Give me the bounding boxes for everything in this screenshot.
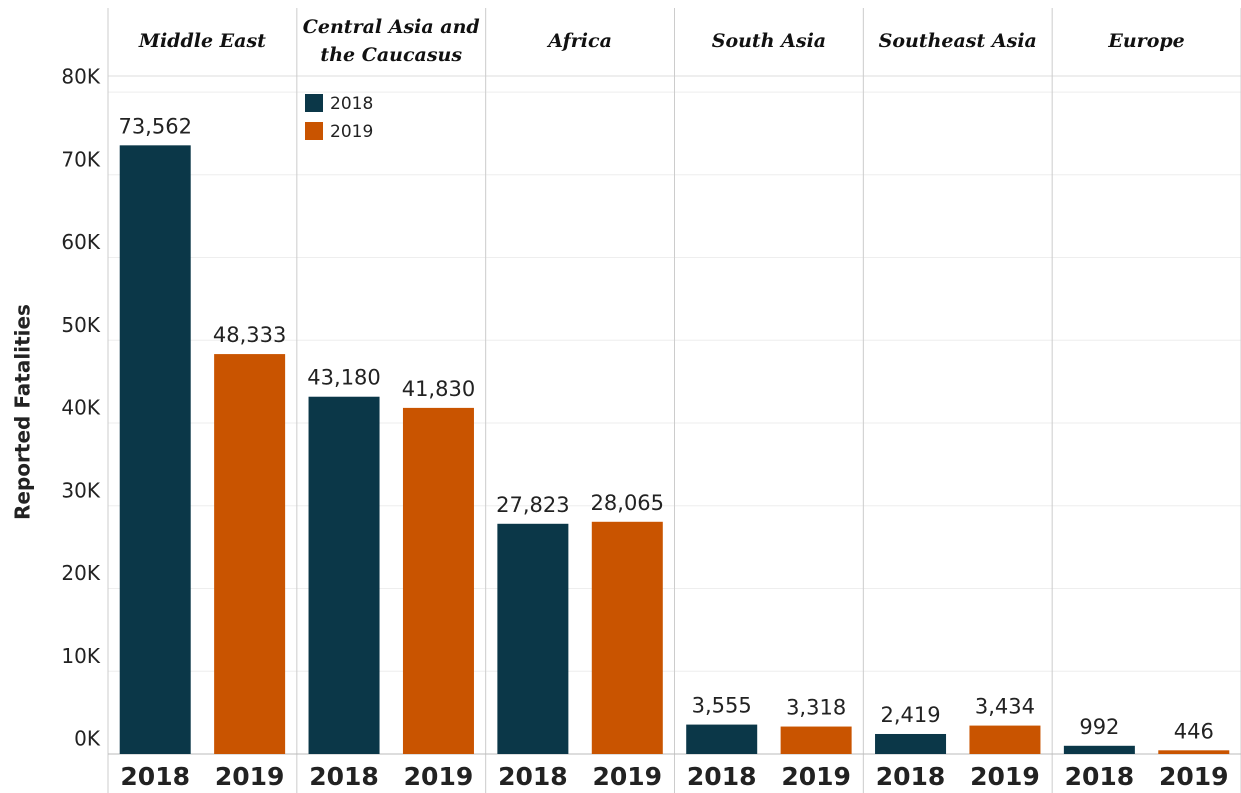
data-label: 27,823: [496, 493, 569, 517]
panel-header-text: Middle East: [138, 30, 266, 52]
x-tick-label: 2019: [1159, 762, 1229, 791]
x-tick-label: 2019: [215, 762, 285, 791]
x-tick-label: 2018: [876, 762, 946, 791]
data-label: 3,318: [786, 696, 846, 720]
x-tick-label: 2019: [781, 762, 851, 791]
panel-header-text: Africa: [548, 30, 612, 52]
x-tick-label: 2019: [592, 762, 662, 791]
x-tick-label: 2019: [970, 762, 1040, 791]
y-tick-label: 40K: [61, 396, 100, 420]
data-label: 2,419: [880, 703, 940, 727]
data-label: 28,065: [591, 491, 664, 515]
bar: [969, 725, 1041, 754]
bar: [780, 726, 852, 754]
bar: [1158, 750, 1230, 754]
x-tick-label: 2018: [309, 762, 379, 791]
bar: [119, 145, 191, 755]
y-tick-label: 20K: [61, 561, 100, 585]
legend-label: 2018: [330, 94, 373, 114]
panel-header-text: Southeast Asia: [878, 30, 1037, 52]
bar: [591, 521, 663, 754]
y-tick-label: 60K: [61, 230, 100, 254]
panel-header: Middle East: [138, 30, 266, 52]
bar: [402, 407, 474, 754]
data-label: 73,562: [118, 114, 191, 138]
y-tick-label: 30K: [61, 478, 100, 502]
y-tick-label: 80K: [61, 65, 100, 89]
panel-header-text: South Asia: [711, 30, 827, 52]
data-label: 446: [1174, 719, 1214, 743]
data-label: 992: [1079, 715, 1119, 739]
x-tick-label: 2018: [120, 762, 190, 791]
panel-header: South Asia: [711, 30, 827, 52]
panel-header: Southeast Asia: [878, 30, 1037, 52]
x-tick-label: 2018: [1065, 762, 1135, 791]
bar: [308, 396, 380, 754]
x-tick-label: 2019: [404, 762, 474, 791]
panel-header-text: Central Asia and the Caucasus: [302, 16, 480, 66]
bar: [1063, 745, 1135, 754]
y-tick-label: 10K: [61, 644, 100, 668]
data-label: 41,830: [402, 377, 475, 401]
bar: [214, 354, 286, 754]
legend-label: 2019: [330, 122, 373, 142]
panel-header: Central Asia and the Caucasus: [302, 16, 480, 66]
y-tick-label: 0K: [74, 727, 101, 751]
y-tick-label: 50K: [61, 313, 100, 337]
legend-swatch: [305, 122, 323, 140]
y-tick-label: 70K: [61, 147, 100, 171]
data-label: 43,180: [307, 366, 380, 390]
x-tick-label: 2018: [687, 762, 757, 791]
panel-header-text: Europe: [1108, 30, 1185, 52]
x-tick-label: 2018: [498, 762, 568, 791]
bar: [686, 724, 758, 754]
panel-header: Europe: [1108, 30, 1185, 52]
bar: [875, 733, 947, 754]
legend-swatch: [305, 94, 323, 112]
data-label: 3,434: [975, 695, 1035, 719]
data-label: 3,555: [692, 694, 752, 718]
panel-header: Africa: [548, 30, 612, 52]
bar: [497, 523, 569, 754]
data-label: 48,333: [213, 323, 286, 347]
y-axis-title: Reported Fatalities: [11, 304, 35, 520]
